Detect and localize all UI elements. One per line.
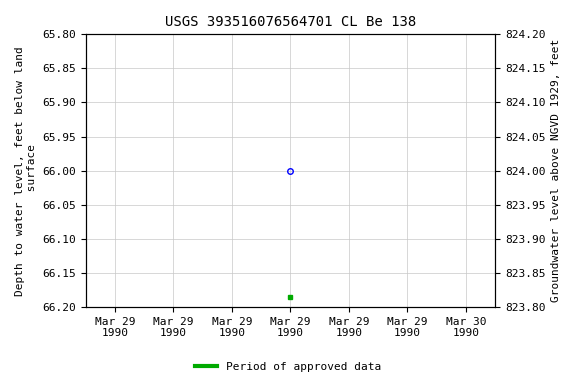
Legend: Period of approved data: Period of approved data bbox=[191, 358, 385, 377]
Y-axis label: Depth to water level, feet below land
 surface: Depth to water level, feet below land su… bbox=[15, 46, 37, 296]
Title: USGS 393516076564701 CL Be 138: USGS 393516076564701 CL Be 138 bbox=[165, 15, 416, 29]
Y-axis label: Groundwater level above NGVD 1929, feet: Groundwater level above NGVD 1929, feet bbox=[551, 39, 561, 302]
